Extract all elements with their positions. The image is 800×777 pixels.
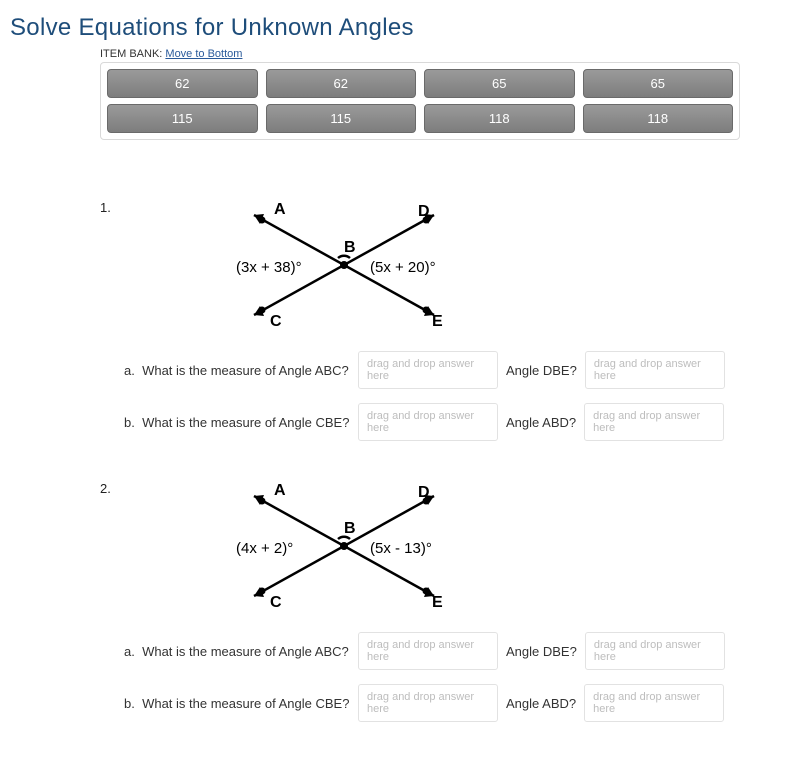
question-label: a. What is the measure of Angle ABC? (124, 363, 350, 378)
bank-item[interactable]: 115 (266, 104, 417, 133)
answer-dropzone[interactable]: drag and drop answer here (584, 403, 724, 441)
bank-item[interactable]: 115 (107, 104, 258, 133)
answer-dropzone[interactable]: drag and drop answer here (358, 351, 498, 389)
bank-item[interactable]: 62 (266, 69, 417, 98)
answer-dropzone[interactable]: drag and drop answer here (585, 632, 725, 670)
question-label: b. What is the measure of Angle CBE? (124, 696, 350, 711)
problem-number: 1. (100, 200, 120, 215)
question-label: b. What is the measure of Angle CBE? (124, 415, 350, 430)
bank-item[interactable]: 118 (583, 104, 734, 133)
svg-text:B: B (344, 239, 356, 256)
question-label-right: Angle DBE? (506, 644, 577, 659)
bank-item[interactable]: 118 (424, 104, 575, 133)
question-row: b. What is the measure of Angle CBE? dra… (124, 403, 770, 441)
svg-text:C: C (270, 594, 282, 611)
svg-text:A: A (274, 482, 286, 499)
problem: 1. A B C D E (3x + 38)° (5x + 20)° a. Wh… (100, 200, 770, 441)
question-label-right: Angle DBE? (506, 363, 577, 378)
svg-text:D: D (418, 484, 430, 501)
bank-item[interactable]: 65 (583, 69, 734, 98)
answer-dropzone[interactable]: drag and drop answer here (358, 403, 498, 441)
bank-item[interactable]: 65 (424, 69, 575, 98)
svg-text:D: D (418, 203, 430, 220)
question-row: b. What is the measure of Angle CBE? dra… (124, 684, 770, 722)
svg-text:B: B (344, 520, 356, 537)
question-row: a. What is the measure of Angle ABC? dra… (124, 351, 770, 389)
svg-text:A: A (274, 201, 286, 218)
bank-item[interactable]: 62 (107, 69, 258, 98)
page-title: Solve Equations for Unknown Angles (10, 14, 790, 42)
svg-text:(5x - 13)°: (5x - 13)° (370, 540, 432, 557)
angle-figure: A B C D E (3x + 38)° (5x + 20)° (184, 200, 494, 330)
svg-text:C: C (270, 313, 282, 330)
item-bank-prefix: ITEM BANK: (100, 48, 162, 60)
answer-dropzone[interactable]: drag and drop answer here (358, 632, 498, 670)
svg-text:E: E (432, 313, 443, 330)
svg-text:(3x + 38)°: (3x + 38)° (236, 259, 302, 276)
question-label-right: Angle ABD? (506, 696, 576, 711)
answer-dropzone[interactable]: drag and drop answer here (358, 684, 498, 722)
svg-text:E: E (432, 594, 443, 611)
problem: 2. A B C D E (4x + 2)° (5x - 13)° a. Wha… (100, 481, 770, 722)
move-to-bottom-link[interactable]: Move to Bottom (165, 48, 242, 60)
question-label-right: Angle ABD? (506, 415, 576, 430)
answer-dropzone[interactable]: drag and drop answer here (584, 684, 724, 722)
item-bank-label: ITEM BANK: Move to Bottom (100, 48, 740, 60)
item-bank: 62 62 65 65 115 115 118 118 (100, 62, 740, 140)
angle-figure: A B C D E (4x + 2)° (5x - 13)° (184, 481, 494, 611)
question-label: a. What is the measure of Angle ABC? (124, 644, 350, 659)
problem-number: 2. (100, 481, 120, 496)
answer-dropzone[interactable]: drag and drop answer here (585, 351, 725, 389)
svg-text:(5x + 20)°: (5x + 20)° (370, 259, 436, 276)
svg-text:(4x + 2)°: (4x + 2)° (236, 540, 293, 557)
question-row: a. What is the measure of Angle ABC? dra… (124, 632, 770, 670)
